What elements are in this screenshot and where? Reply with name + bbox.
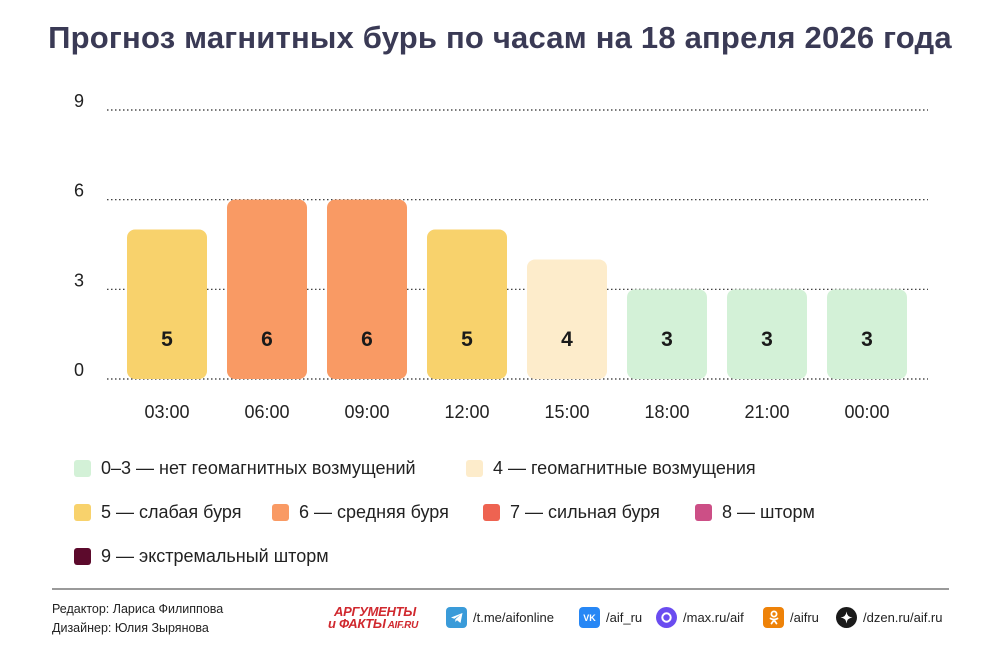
bar xyxy=(327,199,407,379)
social-max[interactable]: /max.ru/aif xyxy=(656,607,744,628)
telegram-icon xyxy=(446,607,467,628)
legend-item-disturbance: 4 — геомагнитные возмущения xyxy=(466,458,756,479)
chart-title: Прогноз магнитных бурь по часам на 18 ап… xyxy=(48,20,952,55)
legend-swatch xyxy=(466,460,483,477)
bar-value-label: 4 xyxy=(561,328,573,351)
brand-site: AIF.RU xyxy=(387,620,419,631)
brand-line1: АРГУМЕНТЫ xyxy=(334,604,416,619)
max-icon xyxy=(656,607,677,628)
x-tick-label: 21:00 xyxy=(744,402,789,422)
bar xyxy=(627,289,707,379)
legend-swatch xyxy=(74,460,91,477)
legend-label: 4 — геомагнитные возмущения xyxy=(493,458,756,478)
credits: Редактор: Лариса Филиппова Дизайнер: Юли… xyxy=(52,600,223,638)
legend-item-severe-storm: 8 — шторм xyxy=(695,502,815,523)
bar-value-label: 6 xyxy=(261,328,273,351)
legend-label: 9 — экстремальный шторм xyxy=(101,546,329,566)
social-vk[interactable]: VK /aif_ru xyxy=(579,607,642,628)
x-tick-label: 18:00 xyxy=(644,402,689,422)
legend-item-no-disturbance: 0–3 — нет геомагнитных возмущений xyxy=(74,458,416,479)
legend-item-strong-storm: 7 — сильная буря xyxy=(483,502,660,523)
legend-swatch xyxy=(695,504,712,521)
social-text: /aifru xyxy=(790,610,819,625)
odnoklassniki-icon xyxy=(763,607,784,628)
editor-credit: Редактор: Лариса Филиппова xyxy=(52,602,224,616)
legend-label: 5 — слабая буря xyxy=(101,502,242,522)
bar-value-label: 5 xyxy=(161,328,173,351)
social-text: /t.me/aifonline xyxy=(473,610,554,625)
social-text: /dzen.ru/aif.ru xyxy=(863,610,943,625)
legend-swatch xyxy=(74,504,91,521)
social-text: /max.ru/aif xyxy=(683,610,744,625)
x-tick-label: 00:00 xyxy=(844,402,889,422)
brand-line2-text: и ФАКТЫ xyxy=(328,616,386,631)
legend-label: 0–3 — нет геомагнитных возмущений xyxy=(101,458,416,478)
bar-value-label: 3 xyxy=(661,328,673,351)
brand-logo[interactable]: АРГУМЕНТЫ и ФАКТЫ AIF.RU xyxy=(328,604,432,632)
x-tick-label: 09:00 xyxy=(344,402,389,422)
bar-chart: 0 3 6 9 5 03:00 6 06:00 6 09:00 5 12:00 4 15:00 3 18:00… xyxy=(74,91,928,422)
social-telegram[interactable]: /t.me/aifonline xyxy=(446,607,554,628)
y-tick-label: 9 xyxy=(74,91,84,111)
bar xyxy=(527,259,607,379)
legend-swatch xyxy=(272,504,289,521)
y-tick-label: 0 xyxy=(74,360,84,380)
dzen-icon xyxy=(836,607,857,628)
x-tick-label: 03:00 xyxy=(144,402,189,422)
bar-value-label: 3 xyxy=(761,328,773,351)
bar xyxy=(727,289,807,379)
bar xyxy=(127,229,207,379)
legend-item-moderate-storm: 6 — средняя буря xyxy=(272,502,449,523)
bar xyxy=(227,199,307,379)
bar xyxy=(427,229,507,379)
y-tick-label: 6 xyxy=(74,181,84,201)
vk-icon: VK xyxy=(579,607,600,628)
legend-label: 8 — шторм xyxy=(722,502,815,522)
brand-line2: и ФАКТЫ AIF.RU xyxy=(328,616,418,631)
bar-value-label: 3 xyxy=(861,328,873,351)
footer-divider xyxy=(52,588,949,590)
social-odnoklassniki[interactable]: /aifru xyxy=(763,607,819,628)
bar xyxy=(827,289,907,379)
legend-label: 6 — средняя буря xyxy=(299,502,449,522)
x-tick-label: 06:00 xyxy=(244,402,289,422)
legend-swatch xyxy=(74,548,91,565)
legend-label: 7 — сильная буря xyxy=(510,502,660,522)
social-text: /aif_ru xyxy=(606,610,643,625)
bar-value-label: 6 xyxy=(361,328,373,351)
x-tick-label: 15:00 xyxy=(544,402,589,422)
x-tick-label: 12:00 xyxy=(444,402,489,422)
legend-item-extreme-storm: 9 — экстремальный шторм xyxy=(74,546,329,567)
legend-item-weak-storm: 5 — слабая буря xyxy=(74,502,241,523)
social-dzen[interactable]: /dzen.ru/aif.ru xyxy=(836,607,943,628)
designer-credit: Дизайнер: Юлия Зырянова xyxy=(52,621,209,635)
bar-value-label: 5 xyxy=(461,328,473,351)
y-tick-label: 3 xyxy=(74,270,84,290)
legend-swatch xyxy=(483,504,500,521)
